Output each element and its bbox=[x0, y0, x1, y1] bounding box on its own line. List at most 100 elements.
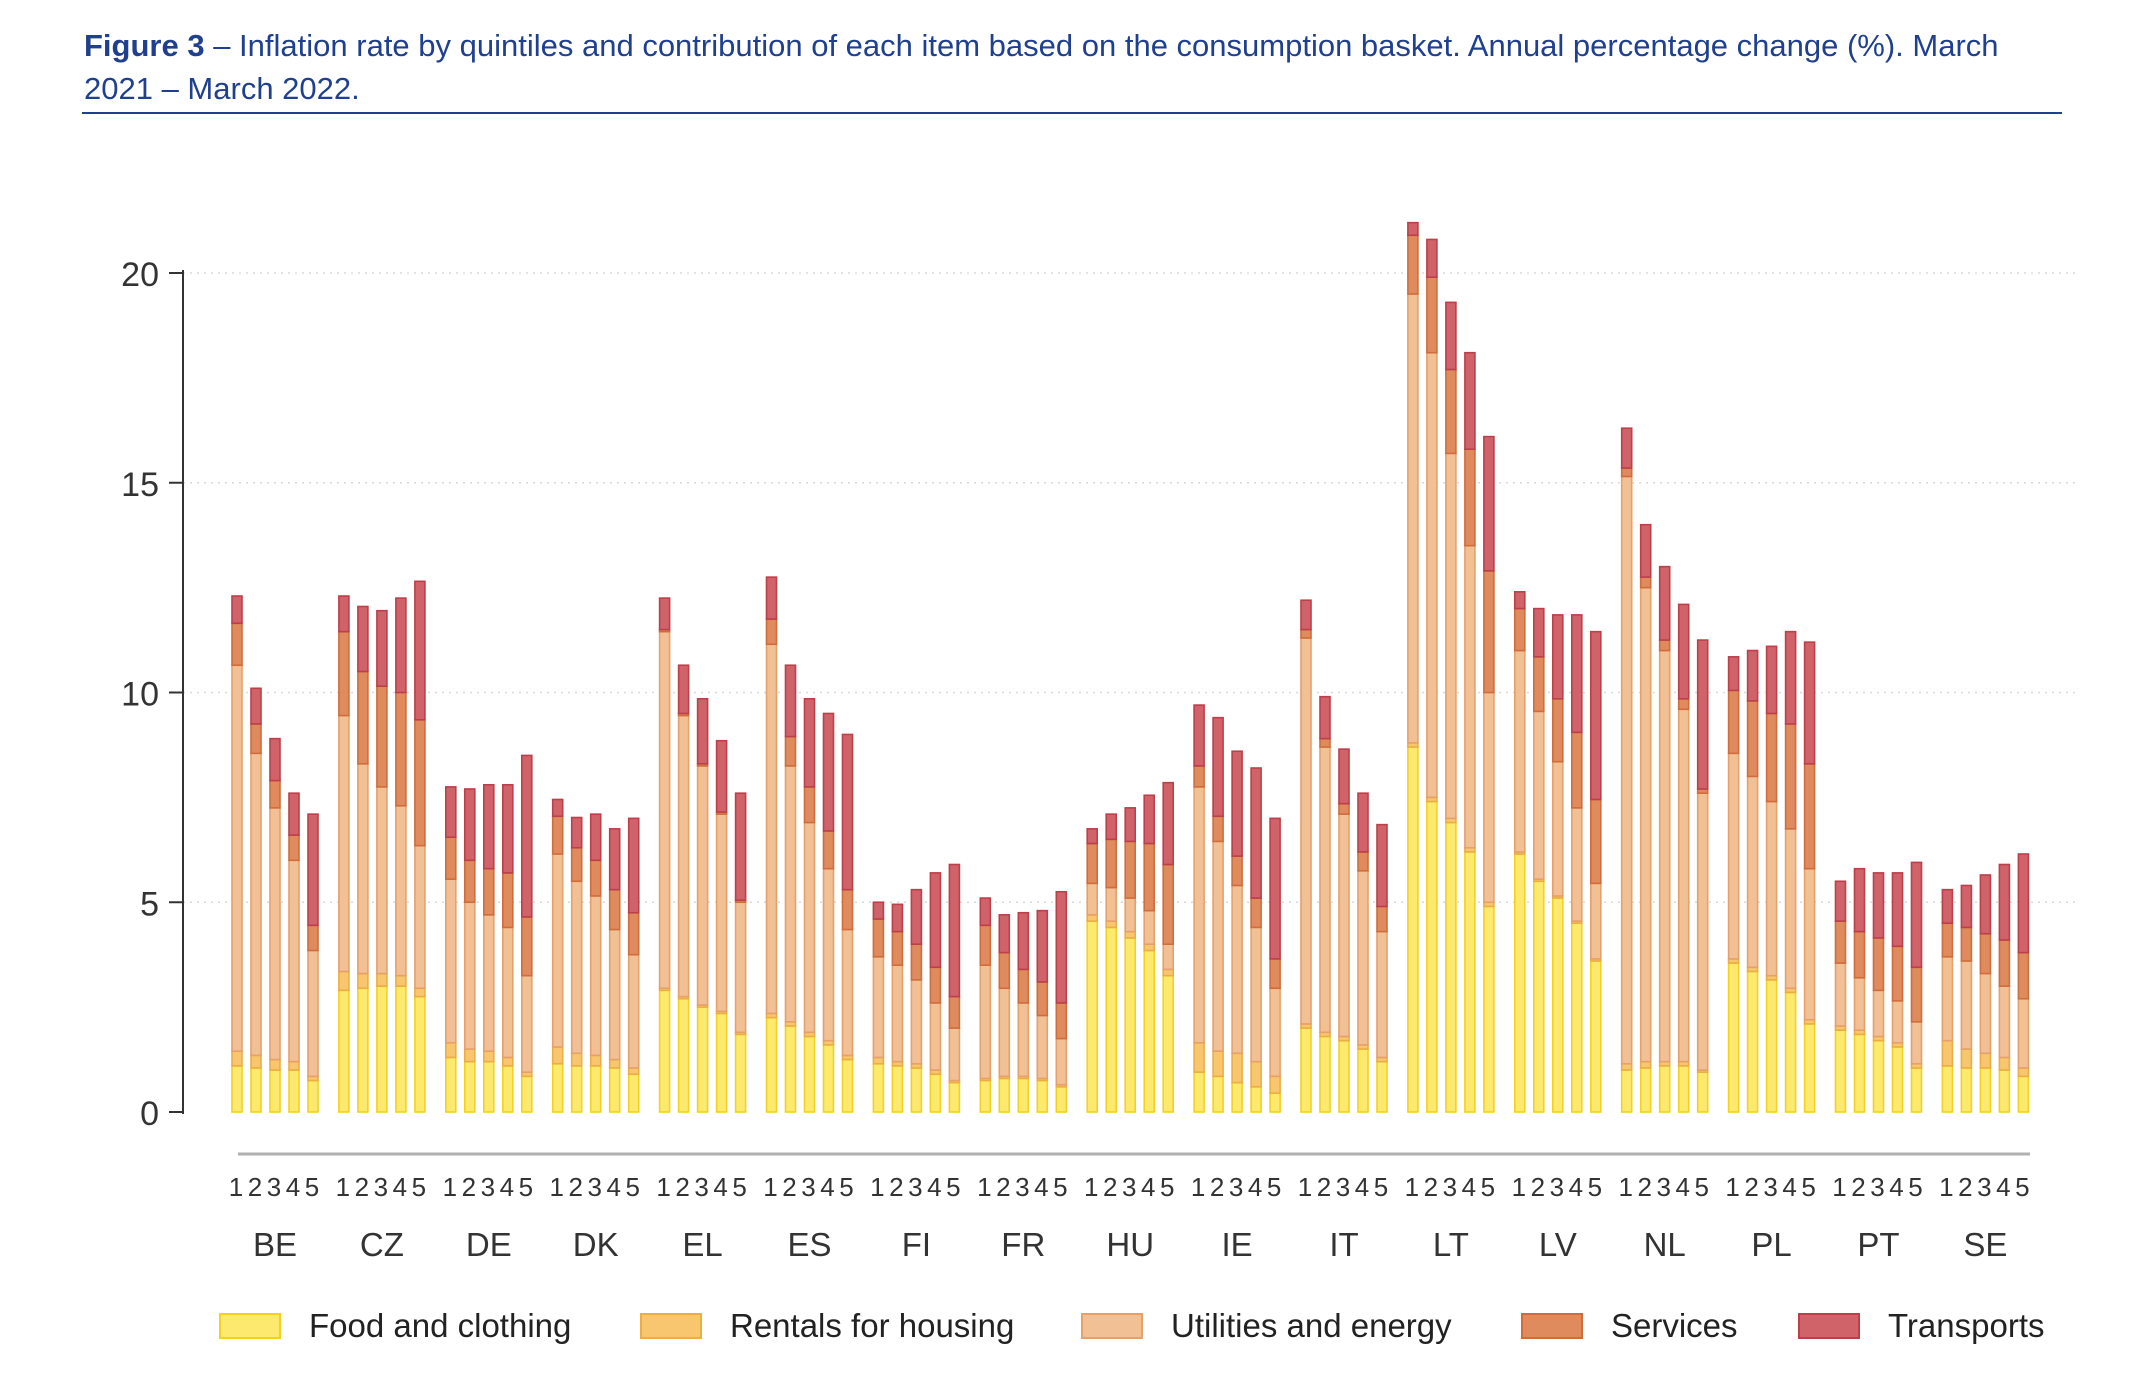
country-label: LT bbox=[1433, 1226, 1469, 1263]
bar-segment bbox=[658, 989, 671, 1113]
bar-segment bbox=[1872, 872, 1885, 939]
bar-segment bbox=[1269, 958, 1281, 990]
quintile-label: 1 bbox=[1725, 1172, 1741, 1202]
y-tick-label: 5 bbox=[140, 885, 159, 923]
bar-segment bbox=[1514, 591, 1526, 610]
quintile-label: 3 bbox=[1015, 1172, 1031, 1202]
quintile-label: 4 bbox=[1034, 1172, 1050, 1202]
quintile-label: 3 bbox=[908, 1172, 924, 1202]
bar-segment bbox=[338, 630, 350, 717]
bar-segment bbox=[1162, 781, 1174, 866]
bar-segment bbox=[1357, 792, 1369, 853]
bar-segment bbox=[414, 580, 426, 721]
bar-segment bbox=[1514, 607, 1526, 652]
quintile-label: 4 bbox=[1248, 1172, 1264, 1202]
quintile-label: 2 bbox=[782, 1172, 798, 1202]
bar-segment bbox=[608, 888, 621, 931]
bar-segment bbox=[1979, 1067, 1992, 1113]
bar-segment bbox=[551, 1046, 564, 1065]
bar-segment bbox=[463, 1060, 476, 1113]
bar-segment bbox=[608, 928, 621, 1061]
bar-segment bbox=[1910, 861, 1923, 969]
bar-segment bbox=[444, 878, 457, 1044]
country-label: LV bbox=[1539, 1226, 1577, 1263]
bar-segment bbox=[288, 859, 300, 1063]
bar-segment bbox=[1017, 1077, 1030, 1113]
bar-segment bbox=[501, 1065, 514, 1113]
bar-segment bbox=[1960, 960, 1973, 1050]
bar-segment bbox=[1124, 807, 1136, 843]
quintile-label: 5 bbox=[412, 1172, 428, 1202]
bar-segment bbox=[551, 815, 564, 855]
bar-segment bbox=[1124, 897, 1136, 933]
quintile-label: 3 bbox=[1122, 1172, 1138, 1202]
quintile-label: 2 bbox=[248, 1172, 264, 1202]
quintile-label: 2 bbox=[996, 1172, 1012, 1202]
bar-segment bbox=[1639, 523, 1652, 578]
bar-segment bbox=[1055, 1086, 1068, 1113]
bar-segment bbox=[1483, 905, 1495, 1113]
bar-segment bbox=[1696, 1071, 1709, 1113]
bar-segment bbox=[1055, 890, 1068, 1004]
bar-segment bbox=[589, 895, 602, 1057]
quintile-label: 4 bbox=[927, 1172, 943, 1202]
bar-segment bbox=[948, 995, 961, 1029]
bar-segment bbox=[1853, 976, 1866, 1031]
bar-segment bbox=[1464, 544, 1476, 849]
quintile-label: 5 bbox=[2015, 1172, 2031, 1202]
bar-segment bbox=[822, 712, 835, 832]
quintile-label: 5 bbox=[1374, 1172, 1390, 1202]
bar-segment bbox=[1483, 691, 1495, 904]
bar-segment bbox=[1193, 704, 1205, 767]
bar-segment bbox=[463, 1048, 476, 1063]
bar-segment bbox=[910, 888, 923, 945]
bar-segment bbox=[414, 718, 426, 847]
bar-segment bbox=[658, 630, 671, 990]
bar-segment bbox=[784, 765, 797, 1023]
quintile-label: 1 bbox=[1405, 1172, 1421, 1202]
bar-segment bbox=[1998, 1069, 2011, 1113]
bar-segment bbox=[1162, 968, 1174, 977]
bar-segment bbox=[1552, 897, 1564, 1113]
bar-segment bbox=[501, 872, 514, 929]
bar-segment bbox=[1571, 731, 1583, 809]
bar-segment bbox=[1300, 637, 1312, 1025]
bar-segment bbox=[395, 985, 407, 1113]
bar-segment bbox=[376, 786, 388, 975]
caption-divider bbox=[82, 112, 2062, 114]
legend-item: Utilities and energy bbox=[1081, 1298, 1452, 1354]
bar-segment bbox=[231, 1065, 243, 1113]
bar-segment bbox=[1677, 708, 1690, 1063]
bar-segment bbox=[376, 972, 388, 987]
bar-segment bbox=[231, 1050, 243, 1067]
bar-segment bbox=[570, 816, 583, 849]
bar-segment bbox=[841, 1058, 854, 1113]
quintile-label: 5 bbox=[1053, 1172, 1069, 1202]
bar-segment bbox=[734, 1033, 747, 1113]
quintile-label: 2 bbox=[889, 1172, 905, 1202]
bar-segment bbox=[1590, 882, 1602, 960]
quintile-label: 4 bbox=[1355, 1172, 1371, 1202]
bar-segment bbox=[1300, 1027, 1312, 1113]
bar-segment bbox=[395, 691, 407, 807]
bar-segment bbox=[1891, 1046, 1904, 1113]
bar-segment bbox=[1036, 909, 1049, 983]
bar-segment bbox=[677, 714, 690, 998]
bar-segment bbox=[444, 786, 457, 839]
legend-item: Rentals for housing bbox=[640, 1298, 1014, 1354]
quintile-label: 5 bbox=[1801, 1172, 1817, 1202]
bar-segment bbox=[1639, 1060, 1652, 1069]
quintile-label: 5 bbox=[946, 1172, 962, 1202]
bar-segment bbox=[998, 987, 1011, 1078]
bar-segment bbox=[765, 643, 778, 1015]
bar-segment bbox=[395, 597, 407, 694]
bar-segment bbox=[910, 1067, 923, 1113]
bar-segment bbox=[929, 1002, 942, 1071]
bar-segment bbox=[1552, 760, 1564, 897]
bar-segment bbox=[1834, 920, 1847, 964]
bar-segment bbox=[627, 953, 640, 1069]
bar-segment bbox=[1464, 851, 1476, 1113]
quintile-label: 5 bbox=[1908, 1172, 1924, 1202]
bar-segment bbox=[1426, 351, 1438, 799]
bar-segment bbox=[822, 1044, 835, 1113]
